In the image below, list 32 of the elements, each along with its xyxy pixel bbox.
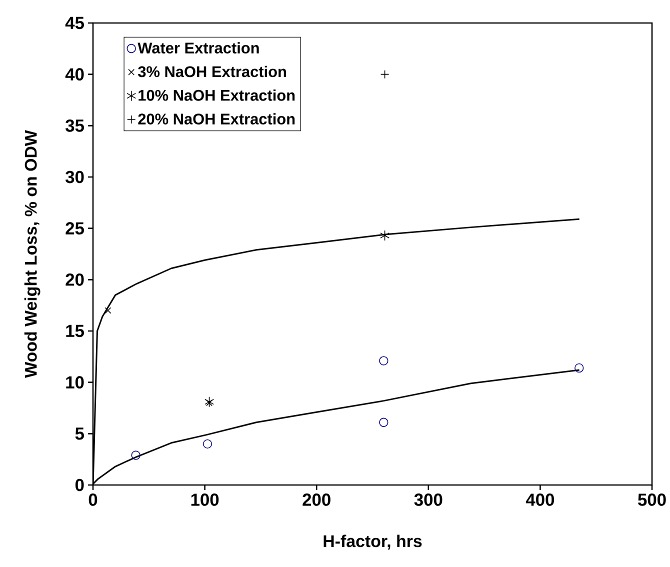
y-tick-label: 15 xyxy=(66,324,84,338)
point xyxy=(379,418,388,427)
x-tick-label: 200 xyxy=(302,494,330,506)
point xyxy=(204,396,214,408)
point xyxy=(202,439,212,449)
x-tick-label: 300 xyxy=(414,494,442,506)
point xyxy=(380,230,390,241)
x-tick-label: 500 xyxy=(638,494,666,506)
y-tick-label: 30 xyxy=(65,170,84,184)
point xyxy=(379,356,388,366)
y-tick-label: 5 xyxy=(75,428,84,440)
x-tick-label: 100 xyxy=(191,494,219,506)
y-tick-label: 35 xyxy=(65,119,84,132)
point xyxy=(104,307,112,314)
y-tick-label: 45 xyxy=(65,16,84,30)
legend-label: Water Extraction xyxy=(138,42,259,54)
point xyxy=(574,363,584,373)
legend-label: 3% NaOH Extraction xyxy=(138,66,286,78)
point xyxy=(380,70,390,79)
legend-label: 20% NaOH Extraction xyxy=(138,113,295,125)
x-tick-label: 400 xyxy=(526,494,554,506)
y-tick-label: 0 xyxy=(75,478,84,492)
legend-label: 10% NaOH Extraction xyxy=(138,89,295,101)
y-tick-label: 20 xyxy=(66,273,84,286)
y-tick-label: 10 xyxy=(66,376,84,389)
y-tick-label: 40 xyxy=(65,68,84,81)
y-axis-title: Wood Weight Loss, % on ODW xyxy=(24,130,40,378)
point xyxy=(206,400,212,406)
x-axis-title: H-factor, hrs xyxy=(324,534,422,550)
x-tick-label: 0 xyxy=(88,494,98,506)
point xyxy=(131,450,140,460)
y-tick-label: 25 xyxy=(66,222,84,235)
